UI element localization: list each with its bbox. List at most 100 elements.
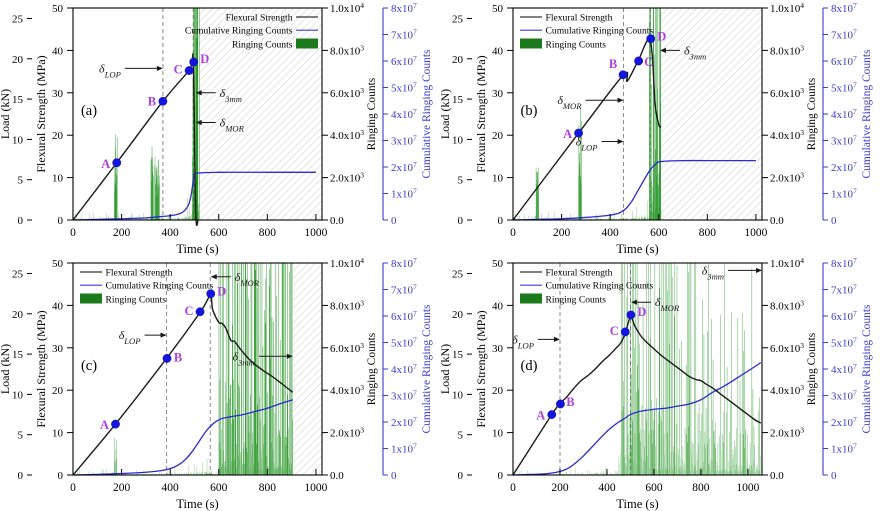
svg-text:40: 40 <box>52 300 64 312</box>
svg-text:0: 0 <box>458 470 464 482</box>
svg-text:10: 10 <box>492 428 504 440</box>
svg-text:Ringing Counts: Ringing Counts <box>806 332 818 405</box>
svg-text:0: 0 <box>18 215 24 227</box>
svg-text:(b): (b) <box>521 103 538 119</box>
svg-text:30: 30 <box>52 88 64 100</box>
svg-text:5x107: 5x107 <box>831 80 857 95</box>
svg-text:50: 50 <box>492 258 504 270</box>
svg-text:Ringing Counts: Ringing Counts <box>366 332 378 405</box>
svg-text:800: 800 <box>699 227 717 239</box>
svg-text:1000: 1000 <box>304 227 327 239</box>
svg-text:50: 50 <box>52 258 64 270</box>
svg-text:6.0x103: 6.0x103 <box>330 340 364 355</box>
svg-text:Flexural Strength: Flexural Strength <box>226 13 293 24</box>
svg-text:8.0x103: 8.0x103 <box>330 43 364 58</box>
svg-text:1x107: 1x107 <box>831 441 857 456</box>
svg-text:6x107: 6x107 <box>391 309 417 324</box>
svg-text:800: 800 <box>259 227 277 239</box>
svg-text:D: D <box>217 285 226 299</box>
svg-text:C: C <box>610 324 619 338</box>
svg-text:Ringing Counts: Ringing Counts <box>232 40 293 51</box>
svg-text:15: 15 <box>12 94 24 106</box>
svg-text:Ringing Counts: Ringing Counts <box>366 77 378 150</box>
svg-text:15: 15 <box>12 349 24 361</box>
svg-text:30: 30 <box>492 88 504 100</box>
svg-text:B: B <box>174 350 182 364</box>
svg-text:7x107: 7x107 <box>391 27 417 42</box>
svg-text:0: 0 <box>70 227 76 239</box>
svg-text:1.0x104: 1.0x104 <box>770 1 804 16</box>
svg-text:6.0x103: 6.0x103 <box>770 340 804 355</box>
svg-text:Ringing Counts: Ringing Counts <box>546 295 607 306</box>
svg-text:20: 20 <box>12 54 24 66</box>
svg-text:50: 50 <box>52 3 64 15</box>
svg-text:400: 400 <box>598 482 616 494</box>
svg-text:0: 0 <box>498 215 504 227</box>
svg-text:10: 10 <box>452 134 464 146</box>
svg-text:(c): (c) <box>81 358 97 374</box>
svg-text:2x107: 2x107 <box>831 415 857 430</box>
svg-text:15: 15 <box>452 94 464 106</box>
svg-text:200: 200 <box>553 227 571 239</box>
svg-text:D: D <box>637 305 646 319</box>
svg-text:Flexural Strength (MPa): Flexural Strength (MPa) <box>34 310 48 427</box>
svg-text:0: 0 <box>18 470 24 482</box>
svg-text:2.0x103: 2.0x103 <box>770 170 804 185</box>
svg-text:25: 25 <box>12 13 24 25</box>
svg-text:B: B <box>566 395 574 409</box>
svg-text:5x107: 5x107 <box>391 80 417 95</box>
svg-text:Cumulative Ringing Counts: Cumulative Ringing Counts <box>861 304 873 434</box>
svg-text:6x107: 6x107 <box>831 54 857 69</box>
svg-text:1.0x104: 1.0x104 <box>330 1 364 16</box>
svg-text:4x107: 4x107 <box>391 362 417 377</box>
svg-text:10: 10 <box>52 428 64 440</box>
svg-text:25: 25 <box>452 13 464 25</box>
svg-text:5: 5 <box>458 430 464 442</box>
svg-text:800: 800 <box>692 482 710 494</box>
svg-text:Load (kN): Load (kN) <box>0 89 12 139</box>
svg-text:20: 20 <box>12 309 24 321</box>
svg-text:200: 200 <box>113 482 131 494</box>
svg-text:15: 15 <box>452 349 464 361</box>
svg-text:0: 0 <box>831 470 837 482</box>
svg-text:Load (kN): Load (kN) <box>0 344 12 394</box>
svg-text:0: 0 <box>391 215 397 227</box>
svg-text:20: 20 <box>52 130 64 142</box>
svg-text:Ringing Counts: Ringing Counts <box>806 77 818 150</box>
svg-text:5x107: 5x107 <box>831 335 857 350</box>
svg-text:8x107: 8x107 <box>391 1 417 16</box>
svg-text:Time (s): Time (s) <box>616 242 658 256</box>
svg-text:D: D <box>657 30 666 44</box>
svg-text:3x107: 3x107 <box>391 388 417 403</box>
svg-text:40: 40 <box>492 45 504 57</box>
svg-text:1x107: 1x107 <box>831 186 857 201</box>
svg-text:2.0x103: 2.0x103 <box>330 425 364 440</box>
svg-text:0.0: 0.0 <box>770 470 784 482</box>
svg-text:0: 0 <box>58 470 64 482</box>
svg-text:0: 0 <box>70 482 76 494</box>
svg-text:1x107: 1x107 <box>391 441 417 456</box>
svg-text:C: C <box>174 63 183 77</box>
svg-text:600: 600 <box>645 482 663 494</box>
svg-text:1000: 1000 <box>304 482 327 494</box>
svg-text:30: 30 <box>492 343 504 355</box>
svg-text:4x107: 4x107 <box>831 362 857 377</box>
svg-text:10: 10 <box>52 173 64 185</box>
svg-text:Load (kN): Load (kN) <box>440 89 452 139</box>
svg-text:2x107: 2x107 <box>391 160 417 175</box>
svg-text:6.0x103: 6.0x103 <box>330 85 364 100</box>
svg-text:0: 0 <box>510 227 516 239</box>
svg-text:Flexural Strength (MPa): Flexural Strength (MPa) <box>34 55 48 172</box>
svg-text:Time (s): Time (s) <box>176 242 218 256</box>
svg-text:6x107: 6x107 <box>831 309 857 324</box>
svg-text:4.0x103: 4.0x103 <box>770 383 804 398</box>
svg-text:8x107: 8x107 <box>391 256 417 271</box>
svg-text:C: C <box>185 304 194 318</box>
svg-text:200: 200 <box>113 227 131 239</box>
svg-text:800: 800 <box>259 482 277 494</box>
svg-text:2.0x103: 2.0x103 <box>770 425 804 440</box>
svg-text:4.0x103: 4.0x103 <box>330 128 364 143</box>
svg-text:Time (s): Time (s) <box>176 497 218 511</box>
svg-text:20: 20 <box>452 54 464 66</box>
svg-text:Cumulative Ringing Counts: Cumulative Ringing Counts <box>861 49 873 179</box>
